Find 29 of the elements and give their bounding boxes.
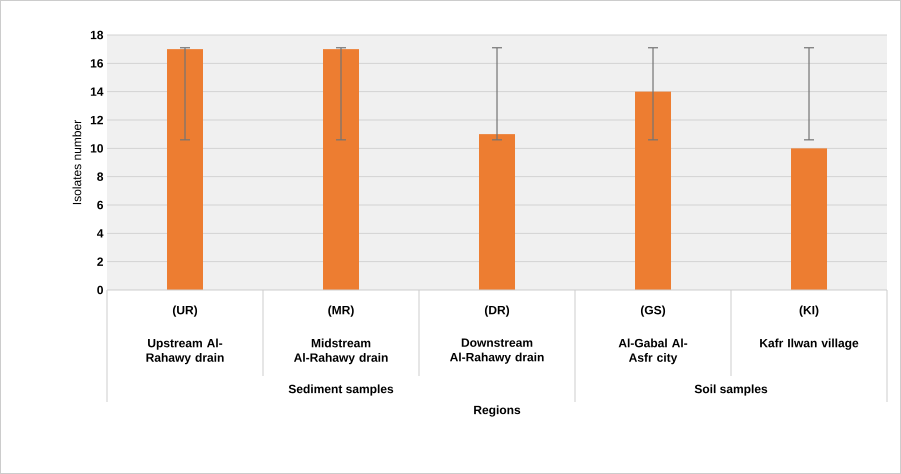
- text: Downstream Al-Rahawy drain: [450, 338, 544, 364]
- text: Midstream Al-Rahawy drain: [294, 338, 388, 364]
- x-tick-label: (KI): [800, 306, 818, 317]
- bar: [479, 134, 516, 290]
- y-tick-label: 4: [96, 229, 104, 238]
- y-tick-label: 8: [97, 172, 104, 181]
- bar: [323, 49, 360, 290]
- text: Soil samples: [694, 384, 768, 396]
- y-tick-label: 14: [90, 88, 104, 96]
- x-tick-label: (GS): [640, 306, 666, 317]
- y-tick-label: 2: [97, 257, 103, 266]
- text: Upstream Al-Rahawy drain: [146, 338, 224, 364]
- text: Regions: [474, 405, 520, 417]
- y-tick-label: 6: [97, 200, 104, 210]
- y-tick-label: 16: [90, 59, 104, 68]
- bar: [635, 92, 672, 290]
- text: Sediment samples: [288, 384, 394, 396]
- bar: [791, 148, 828, 290]
- x-tick-label: (MR): [328, 306, 354, 317]
- y-tick-label: 10: [90, 144, 103, 153]
- text: Al-Gabal Al-Asfr city: [618, 338, 688, 364]
- x-tick-label: (UR): [172, 306, 198, 317]
- y-tick-label: 0: [97, 286, 103, 294]
- y-axis-title: Isolates number: [72, 120, 82, 204]
- text: Kafr Ilwan village: [760, 338, 858, 350]
- y-tick-label: 18: [90, 30, 104, 40]
- x-tick-label: (DR): [484, 306, 510, 317]
- bar: [167, 49, 204, 290]
- y-tick-label: 12: [90, 116, 103, 124]
